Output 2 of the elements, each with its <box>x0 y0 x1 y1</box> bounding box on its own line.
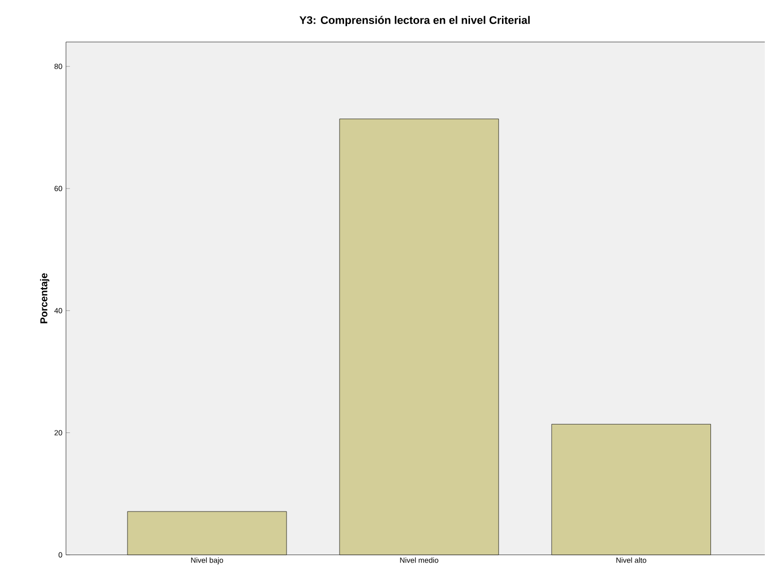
y-axis-title: Porcentaje <box>40 273 50 324</box>
chart-title: Y3: Comprensión lectora en el nivel Criterial <box>300 16 530 26</box>
